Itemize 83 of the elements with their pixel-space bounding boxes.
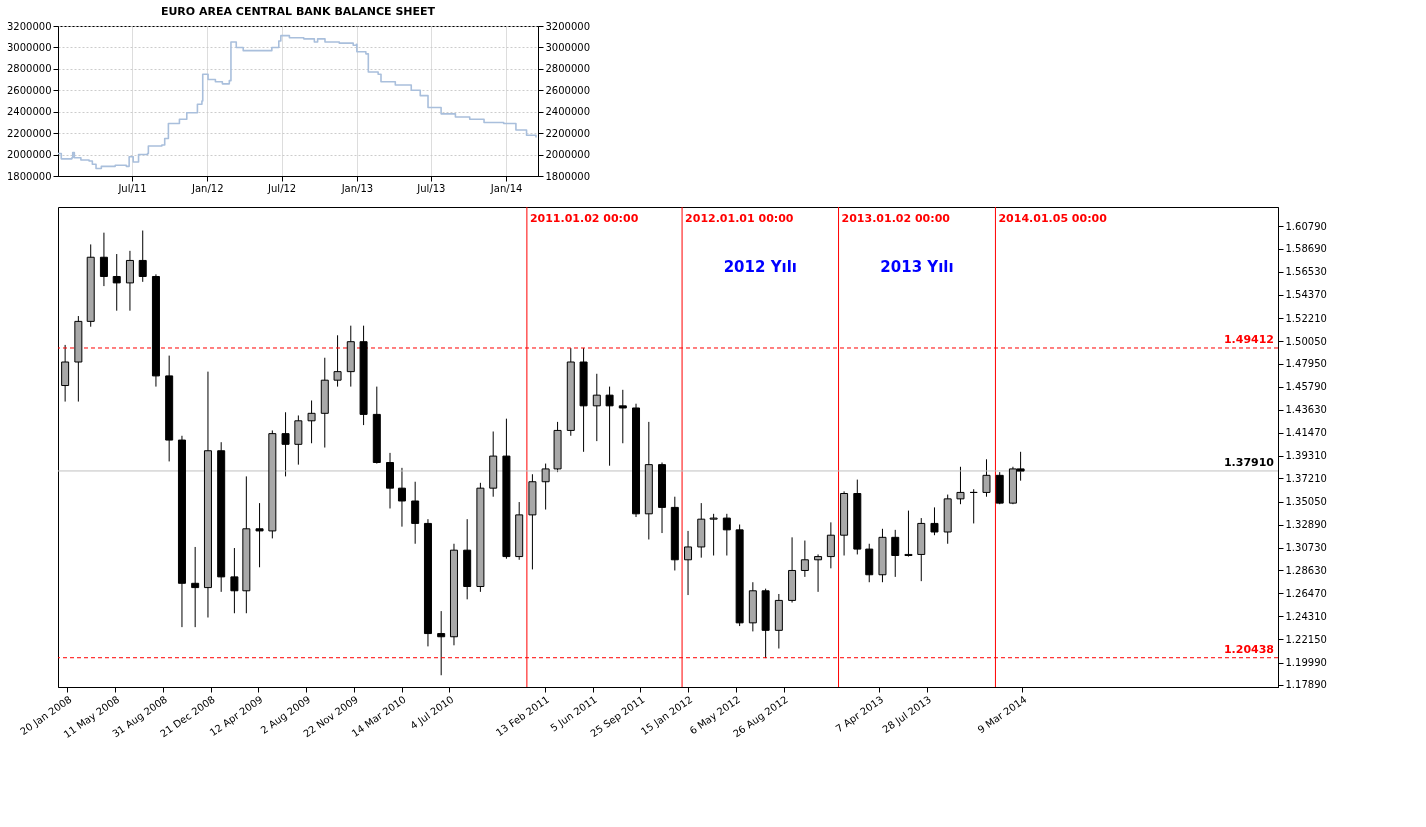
ref-line-label: 1.20438: [1223, 642, 1274, 656]
chart-title: EURO AREA CENTRAL BANK BALANCE SHEET: [160, 5, 436, 18]
candlestick: [230, 547, 239, 614]
candlestick: [333, 334, 342, 388]
y-tick-label: 2400000: [6, 106, 52, 118]
x-tick-label: Jan/14: [489, 182, 523, 194]
candlestick: [61, 344, 70, 403]
y-tick-label: 1800000: [6, 170, 52, 182]
y2-tick-label: 3200000: [545, 20, 591, 32]
ref-line-label: 1.37910: [1223, 455, 1275, 469]
x-tick-label: Jul/11: [117, 182, 147, 194]
y2-tick-label: 2800000: [545, 63, 591, 75]
candlestick: [956, 466, 965, 505]
y-tick-label: 1.24310: [1285, 610, 1327, 622]
y2-tick-label: 2600000: [545, 84, 591, 96]
candlestick: [800, 540, 809, 578]
candlestick: [125, 250, 134, 312]
y-tick-label: 2000000: [6, 149, 52, 161]
x-tick-label: Jan/13: [340, 182, 374, 194]
y-tick-label: 1.41470: [1285, 427, 1327, 439]
candlestick: [618, 389, 627, 444]
x-tick-label: Jul/12: [267, 182, 297, 194]
ref-line-label: 2012.01.01 00:00: [685, 212, 794, 225]
candlestick: [814, 553, 823, 593]
candlestick: [891, 529, 900, 578]
candlestick: [541, 463, 550, 511]
candlestick: [138, 230, 147, 283]
y-tick-label: 1.39310: [1285, 450, 1327, 462]
y2-tick-label: 2400000: [545, 106, 591, 118]
x-tick-label: Jul/13: [416, 182, 446, 194]
candlestick: [99, 232, 108, 287]
candlestick: [294, 414, 303, 466]
candlestick: [605, 386, 614, 467]
y-tick-label: 1.52210: [1285, 312, 1327, 324]
candlestick: [684, 530, 693, 596]
ref-line-label: 2011.01.02 00:00: [529, 212, 639, 225]
ref-line-label: 2013.01.02 00:00: [841, 212, 951, 225]
y2-tick-label: 3000000: [545, 41, 591, 53]
y-tick-label: 1.28630: [1285, 564, 1327, 576]
annotation: 2013 Yılı: [880, 258, 954, 276]
y-tick-label: 1.26470: [1285, 587, 1327, 599]
y-tick-label: 1.32890: [1285, 519, 1327, 531]
y-tick-label: 3200000: [6, 20, 52, 32]
ref-line-label: 2014.01.05 00:00: [998, 212, 1108, 225]
y-tick-label: 1.54370: [1285, 289, 1327, 301]
candlestick: [112, 253, 121, 312]
candlestick: [307, 400, 316, 444]
y2-tick-label: 1800000: [545, 170, 591, 182]
y-tick-label: 1.37210: [1285, 472, 1327, 484]
y-tick-label: 1.47950: [1285, 358, 1327, 370]
candlestick: [904, 510, 913, 558]
x-tick-label: Jan/12: [190, 182, 224, 194]
candlestick: [255, 502, 264, 568]
annotation: 2012 Yılı: [723, 258, 797, 276]
y-tick-label: 1.56530: [1285, 266, 1327, 278]
candlestick: [411, 481, 420, 545]
y-tick-label: 1.30730: [1285, 542, 1327, 554]
y-tick-label: 2200000: [6, 127, 52, 139]
y-tick-label: 3000000: [6, 41, 52, 53]
candlestick: [709, 513, 718, 557]
y-tick-label: 2800000: [6, 63, 52, 75]
ref-line-label: 1.49412: [1223, 332, 1274, 346]
candlestick: [592, 373, 601, 442]
candlestick: [397, 467, 406, 528]
candlestick: [191, 546, 200, 628]
y-tick-label: 1.58690: [1285, 243, 1327, 255]
y-tick-label: 1.35050: [1285, 496, 1327, 508]
y-tick-label: 2600000: [6, 84, 52, 96]
candlestick: [437, 610, 446, 676]
y2-tick-label: 2000000: [545, 149, 591, 161]
y-tick-label: 1.17890: [1285, 679, 1327, 691]
candlestick: [930, 506, 939, 536]
candlestick: [281, 411, 290, 477]
candlestick: [722, 513, 731, 557]
y-tick-label: 1.60790: [1285, 220, 1327, 232]
y2-tick-label: 2200000: [545, 127, 591, 139]
y-tick-label: 1.19990: [1285, 657, 1327, 669]
y-tick-label: 1.45790: [1285, 381, 1327, 393]
y-tick-label: 1.22150: [1285, 633, 1327, 645]
candlestick: [982, 458, 991, 498]
y-tick-label: 1.43630: [1285, 404, 1327, 416]
candlestick: [826, 521, 835, 569]
y-tick-label: 1.50050: [1285, 335, 1327, 347]
